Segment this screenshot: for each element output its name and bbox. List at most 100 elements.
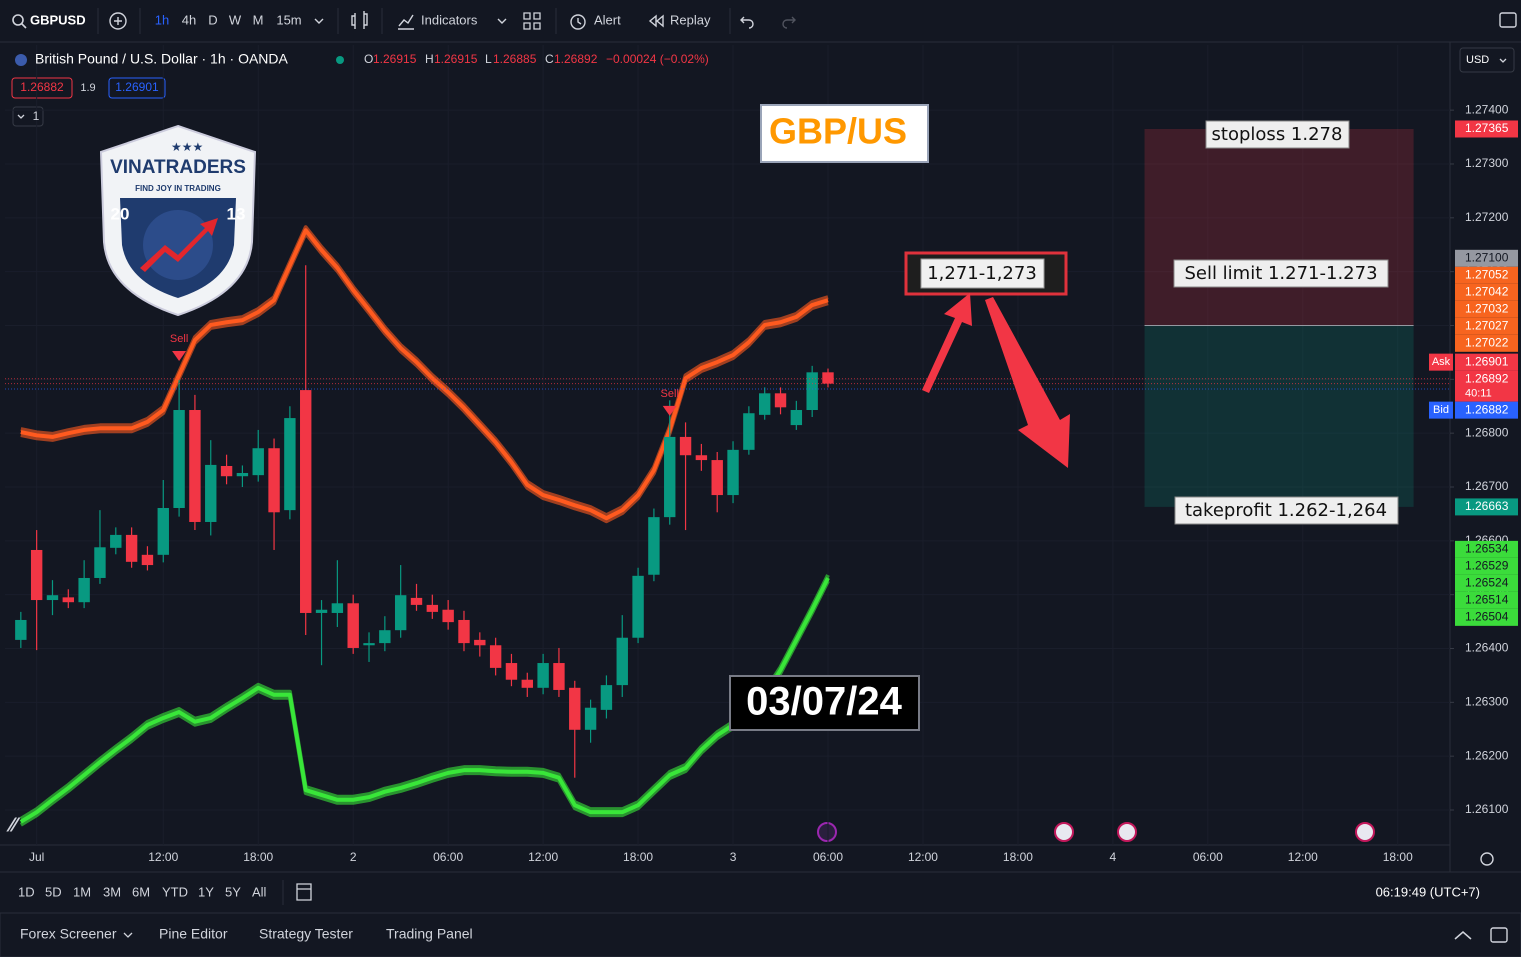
price-badge: [1455, 608, 1518, 626]
range-button[interactable]: YTD: [162, 884, 188, 899]
x-tick-label: 4: [1110, 850, 1117, 864]
interval-button[interactable]: M: [253, 12, 264, 27]
indicator-band: [20, 228, 829, 521]
interval-button[interactable]: W: [229, 12, 242, 27]
indicators-toggle[interactable]: [12, 106, 44, 127]
compare-icon: [114, 17, 122, 25]
candle-body: [664, 436, 676, 518]
event-flag[interactable]: [1117, 822, 1137, 842]
event-flag[interactable]: [1355, 822, 1375, 842]
range-button[interactable]: 6M: [132, 884, 150, 899]
candle-body: [410, 597, 423, 605]
takeprofit-label: takeprofit 1.262-1,264: [1185, 500, 1387, 521]
x-tick-label: 18:00: [243, 850, 273, 864]
indicators-icon: [398, 14, 414, 30]
x-tick-label: 12:00: [908, 850, 938, 864]
sell-limit-label: Sell limit 1.271-1.273: [1184, 263, 1377, 284]
price-badge: [1455, 591, 1518, 609]
ask-pill[interactable]: [108, 77, 166, 99]
layouts-button[interactable]: [523, 12, 541, 30]
ohlc-value: 1.26915: [434, 52, 478, 66]
candle-body: [632, 575, 644, 638]
price-badge-label: 1.26514: [1465, 593, 1509, 607]
x-tick-label: 18:00: [1003, 850, 1033, 864]
price-badge: [1455, 574, 1518, 592]
bid-pill[interactable]: [11, 77, 73, 99]
panel-tab[interactable]: Strategy Tester: [259, 926, 353, 942]
range-button[interactable]: 5Y: [225, 884, 241, 899]
panel-tab[interactable]: Pine Editor: [159, 926, 228, 942]
interval-button[interactable]: 1h: [155, 12, 169, 27]
collapse-button[interactable]: [1454, 931, 1472, 940]
price-badge-label: 1.27100: [1465, 250, 1509, 264]
price-badge: [1455, 498, 1518, 516]
candle-body: [394, 595, 407, 631]
x-tick-label: 06:00: [433, 850, 463, 864]
candle-body: [616, 637, 628, 686]
pair-box[interactable]: [760, 104, 929, 163]
candle-body: [141, 554, 154, 566]
ask-price[interactable]: 1.26901: [115, 80, 159, 94]
indicators-chevron[interactable]: [497, 18, 507, 24]
date-box[interactable]: [729, 675, 920, 731]
down-arrow: [985, 297, 1070, 468]
indicator-band: [19, 577, 830, 824]
interval-button[interactable]: D: [208, 12, 217, 27]
event-flag[interactable]: [1054, 822, 1074, 842]
candle-body: [252, 448, 264, 476]
logo-arrow: [140, 218, 218, 272]
candle-body: [600, 685, 613, 710]
maximize-button[interactable]: [1490, 927, 1508, 943]
toolbar-button[interactable]: Indicators: [421, 12, 478, 27]
logo: ★★★ VINATRADERS FIND JOY IN TRADING 20 1…: [99, 124, 257, 317]
candle-body: [236, 472, 249, 477]
range-button[interactable]: 1Y: [198, 884, 214, 899]
range-button[interactable]: 1M: [73, 884, 91, 899]
x-tick-label: 2: [350, 850, 357, 864]
fullscreen-button[interactable]: [1499, 12, 1517, 28]
interval-chevron[interactable]: [314, 18, 324, 24]
candle-body: [743, 413, 755, 450]
undo-button[interactable]: [740, 16, 754, 29]
x-tick-label: 18:00: [1383, 850, 1413, 864]
currency[interactable]: USD: [1466, 54, 1489, 66]
ohlc-value: 1.26915: [373, 52, 417, 66]
candle-body: [78, 577, 90, 603]
candle-body: [220, 465, 233, 477]
candle-body: [474, 639, 486, 646]
indicators-count[interactable]: 1: [33, 109, 40, 123]
compare-button[interactable]: [109, 12, 127, 30]
panel-tab[interactable]: Trading Panel: [386, 926, 473, 942]
currency-select[interactable]: [1459, 47, 1515, 73]
search-icon[interactable]: [12, 14, 24, 26]
stoploss-box[interactable]: [1205, 120, 1350, 149]
takeprofit-box[interactable]: [1174, 496, 1399, 525]
range-button[interactable]: 3M: [103, 884, 121, 899]
toolbar-button[interactable]: Alert: [594, 12, 621, 27]
interval-button[interactable]: 4h: [182, 12, 196, 27]
candle-body: [110, 534, 122, 548]
panel-tab[interactable]: Forex Screener: [20, 926, 117, 942]
range-button[interactable]: 5D: [45, 884, 62, 899]
y-tick-label: 1.26200: [1465, 748, 1509, 762]
range-button[interactable]: All: [252, 884, 267, 899]
toolbar-button[interactable]: Replay: [670, 12, 711, 27]
price-badge-label: 1.26892: [1465, 371, 1509, 385]
price-badge-label: 1.27365: [1465, 121, 1509, 135]
axis-settings[interactable]: [1480, 852, 1494, 866]
y-tick-label: 1.26700: [1465, 479, 1509, 493]
interval-menu[interactable]: 15m: [276, 12, 301, 27]
sell-limit-box[interactable]: [1173, 259, 1389, 288]
symbol[interactable]: GBPUSD: [30, 12, 86, 27]
goto-date-button[interactable]: [296, 883, 312, 901]
screener-chevron[interactable]: [123, 932, 133, 938]
ohlc-key: O: [364, 52, 373, 66]
chart-type-button[interactable]: [351, 11, 368, 29]
candle-body: [727, 449, 739, 496]
candle-body: [505, 663, 518, 680]
x-tick-label: Jul: [29, 850, 44, 864]
bid-price[interactable]: 1.26882: [20, 80, 64, 94]
redo-button[interactable]: [782, 16, 796, 29]
event-icon[interactable]: [817, 822, 837, 842]
range-button[interactable]: 1D: [18, 884, 35, 899]
